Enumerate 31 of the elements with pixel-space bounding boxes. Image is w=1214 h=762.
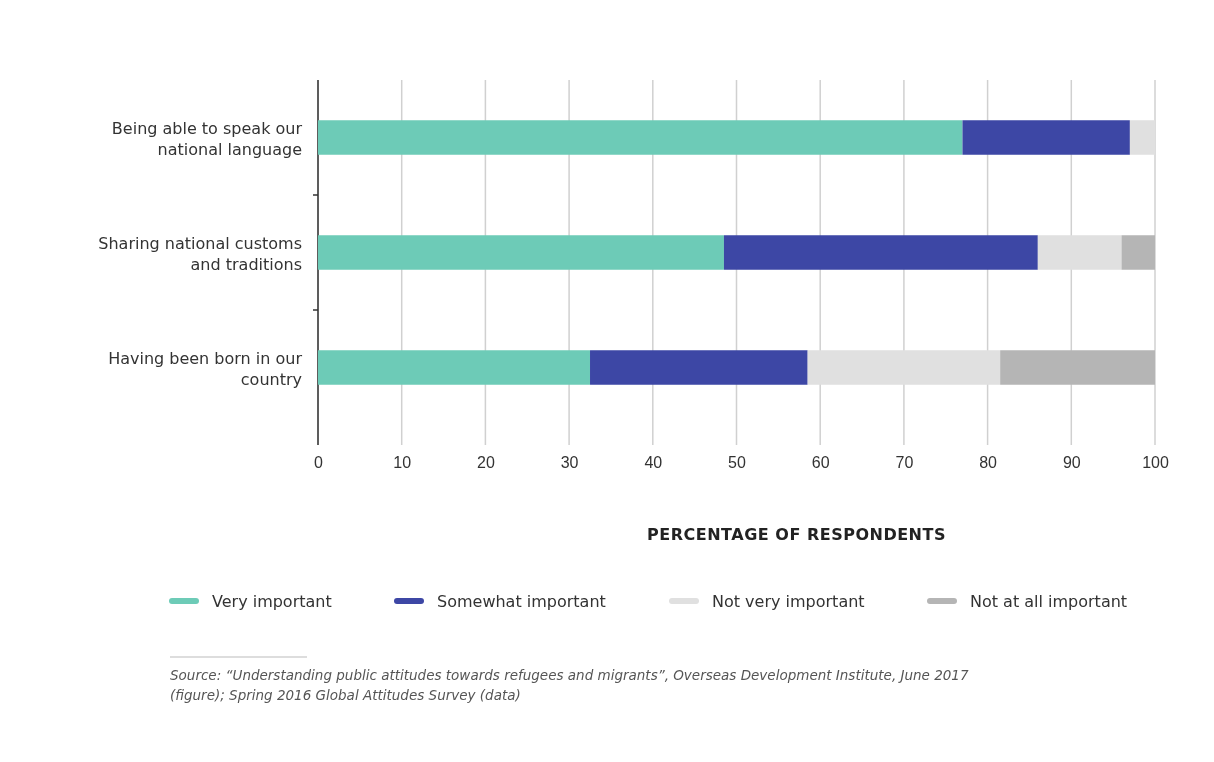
legend-label: Not at all important (970, 592, 1128, 611)
bar (1037, 235, 1122, 270)
bar (807, 350, 1001, 385)
x-tick-label: 80 (979, 454, 998, 472)
y-tick-label: Being able to speak our national language (111, 118, 303, 159)
y-tick-label: Having been born in our country (108, 348, 303, 389)
x-tick-label: 70 (895, 454, 914, 472)
bar (590, 350, 808, 385)
bar (962, 120, 1130, 155)
x-tick-label: 100 (1142, 454, 1169, 472)
bar (1000, 350, 1155, 385)
legend-label: Not very important (712, 592, 865, 611)
bar (723, 235, 1038, 270)
bar (1121, 235, 1155, 270)
x-tick-label: 90 (1062, 454, 1081, 472)
legend-label: Somewhat important (437, 592, 606, 611)
x-tick-label: 50 (728, 454, 746, 472)
x-tick-label: 40 (644, 454, 663, 472)
bar (1129, 120, 1155, 155)
x-tick-label: 20 (477, 454, 495, 472)
bar (318, 235, 724, 270)
x-tick-label: 60 (811, 454, 830, 472)
bar (318, 350, 591, 385)
legend-label: Very important (212, 592, 332, 611)
source-note: Source: “Understanding public attitudes towards refugees and migrants”, Overseas Development Institute, June 2017 (figure); Spring 2016 Global Attitudes Survey (data) (170, 667, 969, 703)
x-axis-title: PERCENTAGE OF RESPONDENTS (647, 525, 946, 544)
x-tick-label: 10 (393, 454, 412, 472)
y-tick-label: Sharing national customs and traditions (98, 233, 302, 274)
x-tick-label: 30 (560, 454, 579, 472)
bar (318, 120, 963, 155)
x-tick-label: 0 (314, 454, 324, 472)
